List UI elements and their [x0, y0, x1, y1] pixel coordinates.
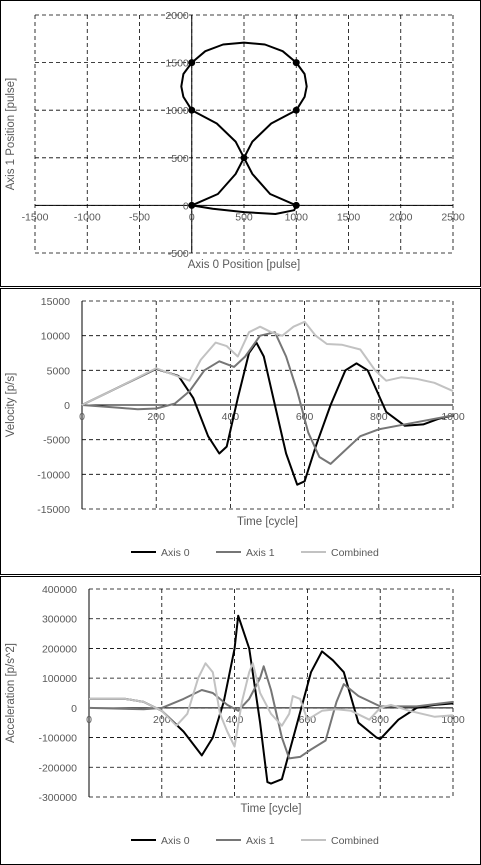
series-line — [88, 665, 454, 760]
position-chart-panel: -1500 -1000 -500 0 500 1000 1500 2000 2500 -500 0 5… — [0, 0, 481, 287]
x-tick-label: 500 — [235, 211, 253, 223]
trajectory-point — [292, 59, 300, 67]
y-tick-label: 0 — [183, 200, 189, 212]
x-tick-label: 0 — [189, 211, 195, 223]
y-tick-label: -300000 — [38, 792, 77, 804]
y-axis-title: Axis 1 Position [pulse] — [5, 78, 17, 191]
trajectory-curve — [180, 41, 308, 215]
x-tick-label: 0 — [79, 411, 85, 423]
x-axis-title: Time [cycle] — [237, 516, 298, 528]
x-tick-label: 800 — [370, 411, 388, 423]
x-tick-label: 400 — [222, 411, 240, 423]
y-tick-label: 5000 — [47, 365, 71, 377]
y-tick-label: 1000 — [165, 105, 189, 117]
y-tick-label: 1500 — [165, 58, 189, 70]
series-line — [81, 320, 454, 406]
y-axis-title: Acceleration [p/s^2] — [5, 643, 17, 743]
y-tick-label: -500 — [168, 248, 189, 260]
y-tick-label: -10000 — [37, 469, 70, 481]
x-tick-label: 1500 — [337, 211, 361, 223]
position-chart: -1500 -1000 -500 0 500 1000 1500 2000 2500 -500 0 5… — [0, 0, 481, 287]
y-tick-label: 200000 — [42, 643, 77, 655]
trajectory-point — [188, 106, 196, 114]
trajectory-point — [292, 106, 300, 114]
x-tick-label: 1000 — [441, 714, 465, 726]
legend: Axis 0 Axis 1 Combined — [131, 547, 379, 559]
x-tick-label: 800 — [371, 714, 389, 726]
legend-label: Combined — [331, 835, 379, 847]
legend-label: Axis 0 — [161, 547, 190, 559]
chart-frame — [0, 288, 481, 575]
y-tick-label: -200000 — [38, 762, 77, 774]
x-tick-label: 400 — [226, 714, 244, 726]
y-tick-label: -100000 — [38, 733, 77, 745]
y-tick-label: 0 — [71, 703, 77, 715]
trajectory-point — [188, 201, 196, 209]
velocity-chart-panel: 0 200 400 600 800 1000 -15000 -10000 -5000 0 5000 1… — [0, 288, 481, 575]
y-axis-title: Velocity [p/s] — [5, 373, 17, 438]
x-tick-label: 1000 — [441, 411, 465, 423]
x-tick-label: 1000 — [285, 211, 309, 223]
y-tick-label: 400000 — [42, 584, 77, 596]
trajectory-point — [292, 201, 300, 209]
x-axis-title: Time [cycle] — [241, 803, 302, 815]
series-line — [89, 662, 454, 748]
x-axis-title: Axis 0 Position [pulse] — [188, 259, 301, 271]
legend-label: Axis 0 — [161, 835, 190, 847]
x-tick-label: 2000 — [389, 211, 413, 223]
velocity-chart: 0 200 400 600 800 1000-15000-10000-5000050001… — [0, 288, 481, 575]
legend-label: Axis 1 — [246, 547, 275, 559]
y-tick-label: 100000 — [42, 673, 77, 685]
x-tick-label: 200 — [153, 714, 171, 726]
trajectory-point — [188, 59, 196, 67]
x-tick-label: -500 — [129, 211, 150, 223]
series-line — [89, 614, 454, 785]
x-tick-label: 200 — [147, 411, 165, 423]
acceleration-chart-panel: 0 200 400 600 800 1000 -300000 -200000 -100000 0 1… — [0, 576, 481, 865]
x-tick-label: -1000 — [74, 211, 101, 223]
y-tick-label: 10000 — [41, 331, 70, 343]
legend-label: Combined — [331, 547, 379, 559]
y-tick-label: 300000 — [42, 614, 77, 626]
y-tick-label: 0 — [64, 400, 70, 412]
y-tick-label: 15000 — [41, 296, 70, 308]
series-line — [81, 341, 454, 486]
y-tick-label: 2000 — [165, 10, 189, 22]
trajectory-point — [240, 154, 248, 162]
legend-label: Axis 1 — [246, 835, 275, 847]
y-tick-label: -15000 — [37, 504, 70, 516]
x-tick-label: 2500 — [441, 211, 465, 223]
x-tick-label: 0 — [86, 714, 92, 726]
acceleration-chart: 0 200 400 600 800 1000-300000-200000-10000001… — [0, 576, 481, 865]
y-tick-label: -5000 — [43, 435, 70, 447]
series-line — [81, 331, 454, 465]
legend: Axis 0 Axis 1 Combined — [131, 835, 379, 847]
y-tick-label: 500 — [171, 153, 189, 165]
x-tick-label: -1500 — [22, 211, 49, 223]
